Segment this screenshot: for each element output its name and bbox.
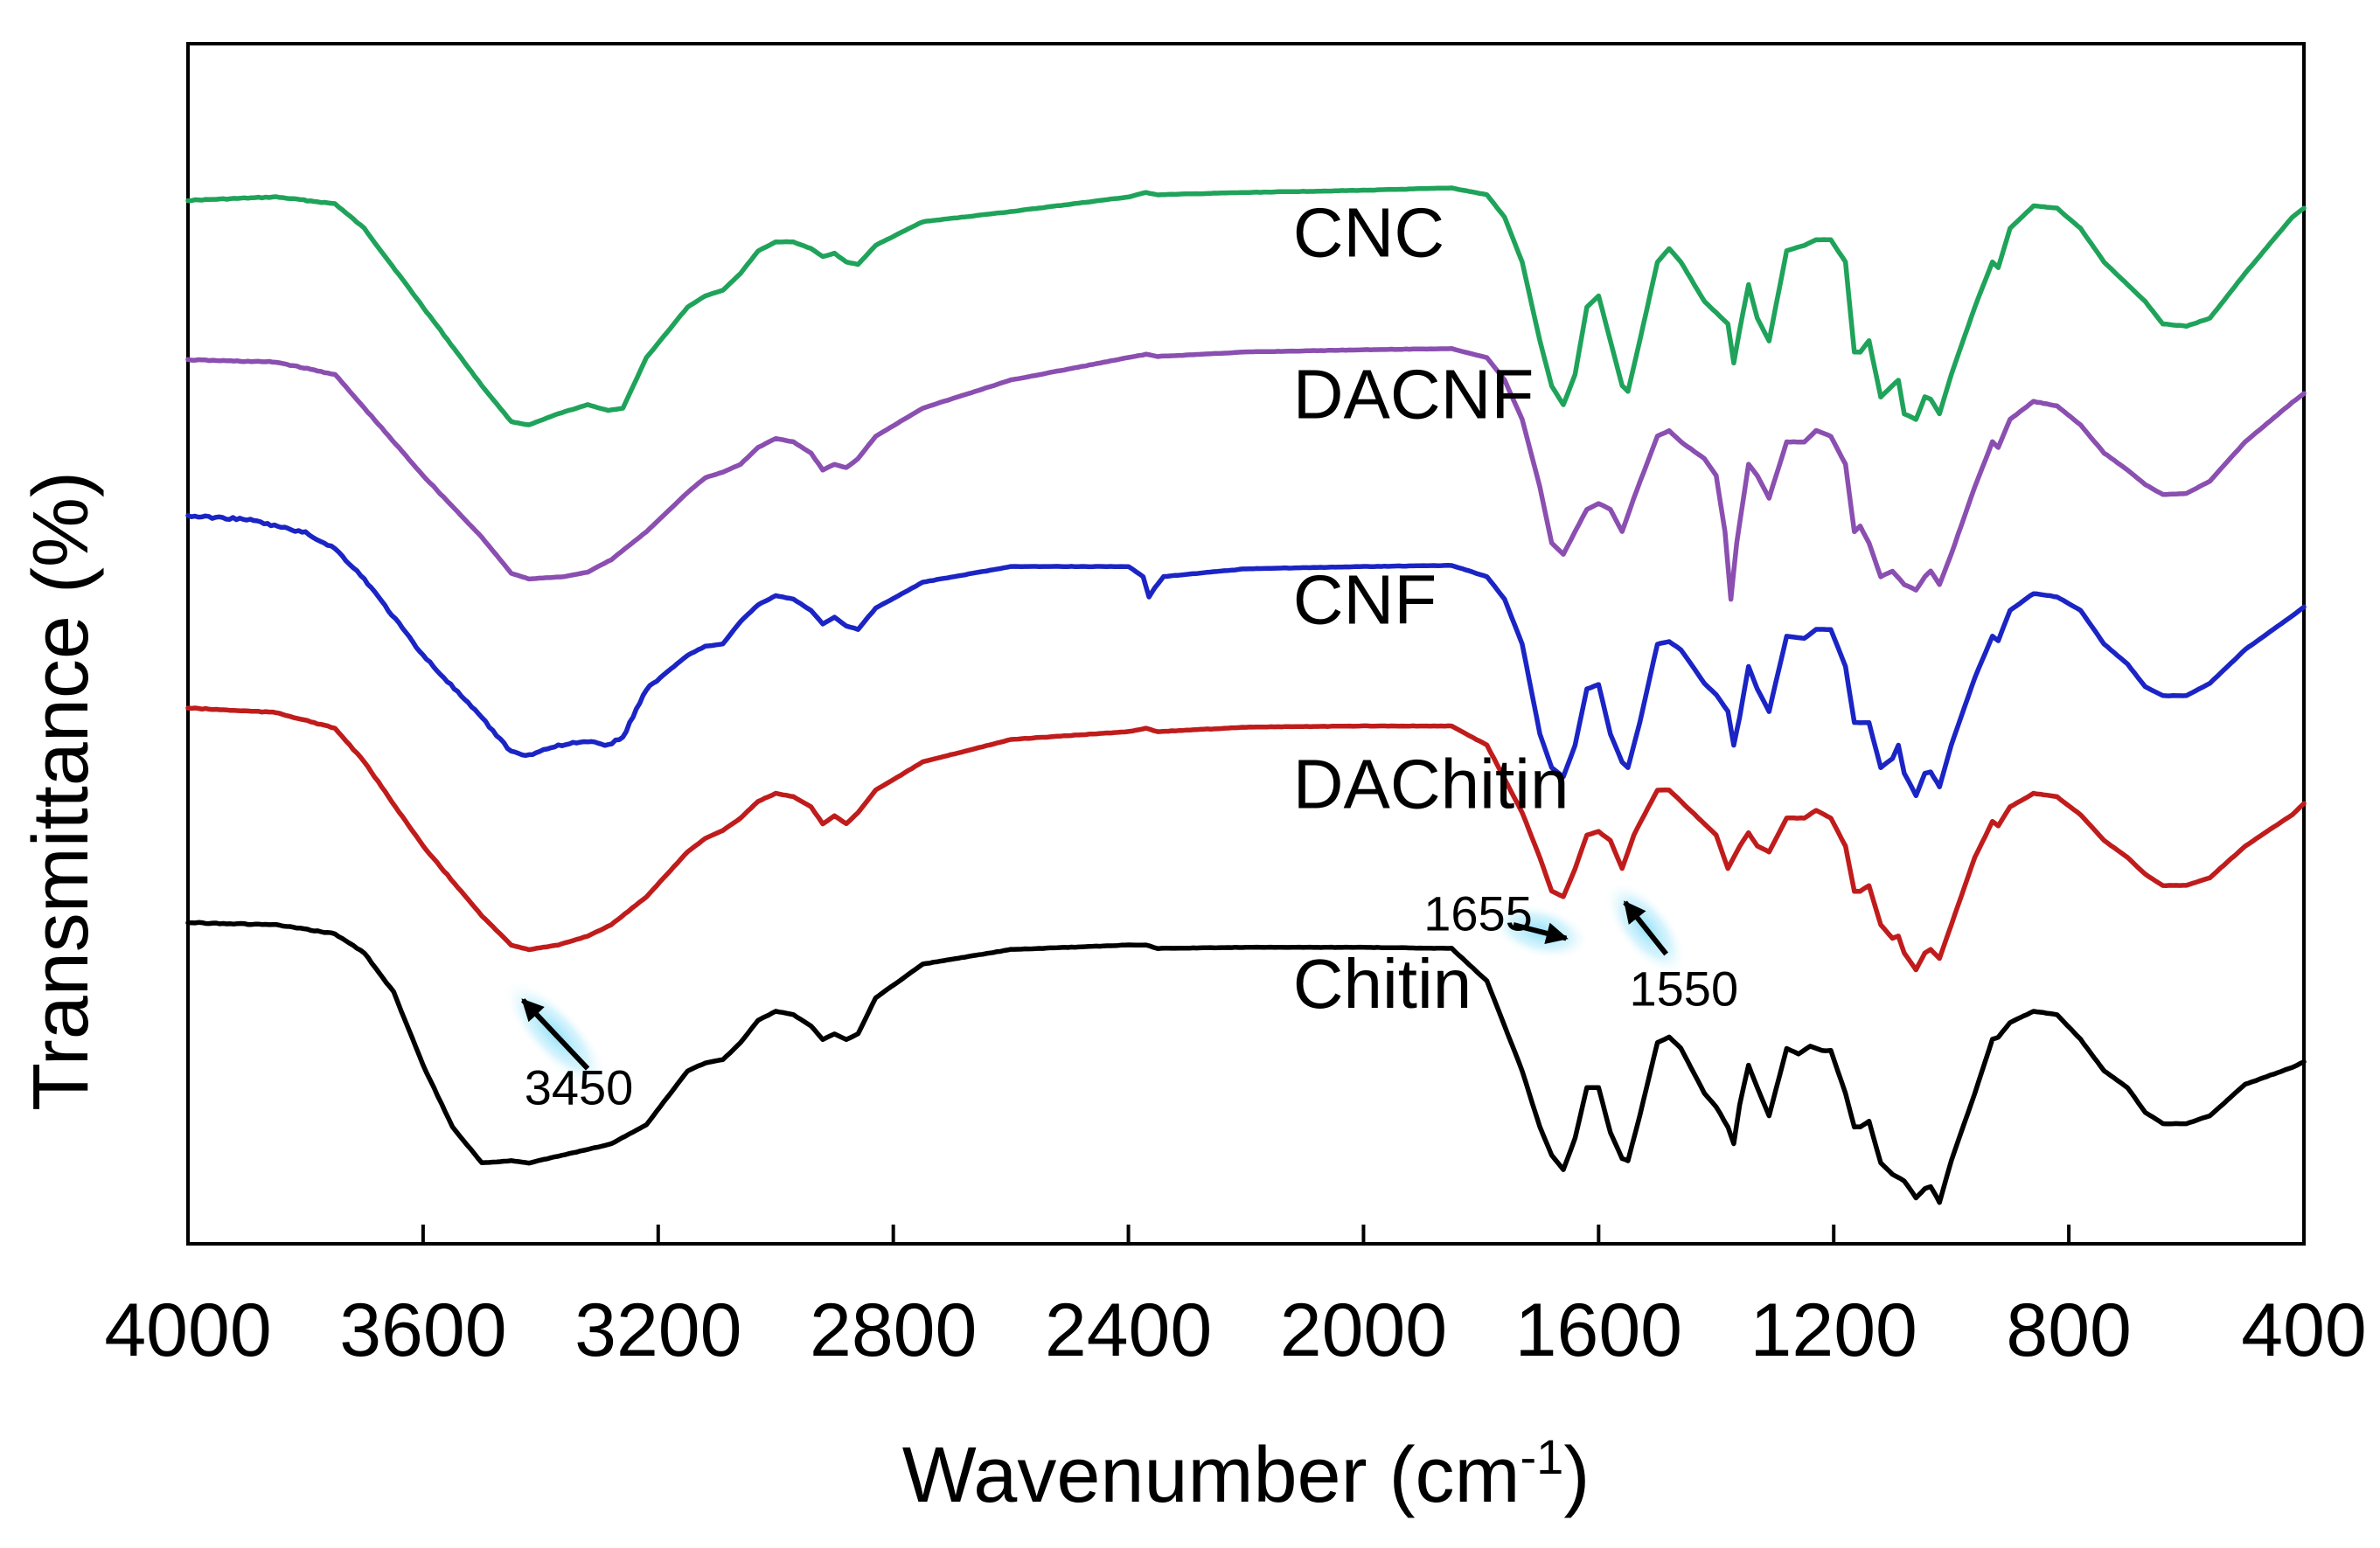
annotation-arrow-3450: [520, 998, 590, 1071]
x-tick-label-800: 800: [2006, 1288, 2132, 1372]
annotation-arrow-1655: [1513, 922, 1569, 945]
annotation-label-1655: 1655: [1423, 885, 1533, 941]
x-axis-tick-labels: 4000 3600 3200 2800 2400 2000 1600 1200 800 400: [104, 1288, 2366, 1372]
annotation-layer: 3450 1655 1550: [502, 880, 1739, 1115]
series-layer: [185, 185, 2307, 1205]
x-tick-label-4000: 4000: [104, 1288, 271, 1372]
plot-area-frame: [186, 42, 2306, 1246]
x-tick-label-3200: 3200: [574, 1288, 741, 1372]
x-tick-label-3600: 3600: [339, 1288, 506, 1372]
series-line-dachitin: [185, 705, 2307, 973]
x-axis-title: Wavenumber (cm-1): [902, 1429, 1590, 1519]
x-tick-label-2400: 2400: [1045, 1288, 1212, 1372]
series-label-chitin: Chitin: [1293, 945, 1472, 1023]
series-line-cnf: [185, 513, 2307, 799]
series-labels: CNC DACNF CNF DAChitin Chitin: [1293, 193, 1569, 1023]
annotation-arrow-1550: [1623, 900, 1668, 956]
x-tick-label-400: 400: [2241, 1288, 2367, 1372]
x-tick-label-2800: 2800: [810, 1288, 977, 1372]
series-label-dacnf: DACNF: [1293, 356, 1534, 434]
x-axis-ticks: [186, 1225, 2306, 1244]
series-line-dacnf: [185, 345, 2307, 602]
x-tick-label-1600: 1600: [1515, 1288, 1682, 1372]
series-line-cnc: [185, 185, 2307, 427]
x-tick-label-2000: 2000: [1280, 1288, 1447, 1372]
x-tick-label-1200: 1200: [1750, 1288, 1917, 1372]
annotation-label-1550: 1550: [1630, 961, 1739, 1017]
y-axis-title: Transmittance (%): [17, 471, 105, 1111]
annotation-label-3450: 3450: [525, 1060, 634, 1115]
series-label-cnf: CNF: [1293, 561, 1437, 639]
series-line-chitin: [185, 920, 2307, 1205]
series-label-cnc: CNC: [1293, 193, 1444, 271]
series-label-dachitin: DAChitin: [1293, 745, 1569, 823]
